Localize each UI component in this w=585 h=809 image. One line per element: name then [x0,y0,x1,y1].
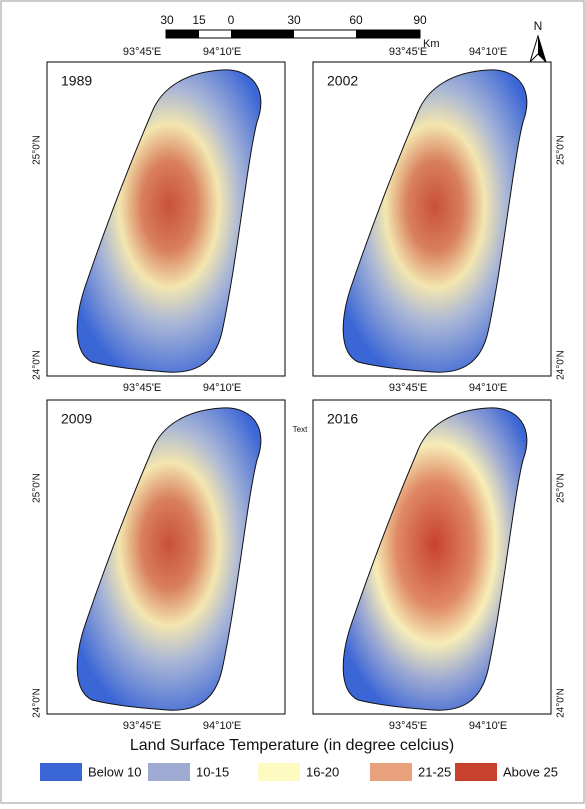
scale-label: 30 [160,13,174,27]
scale-label: 0 [228,13,235,27]
x-coord-label: 93°45'E [123,382,161,394]
legend-swatch [455,763,497,781]
panel-title: 2016 [327,411,358,427]
legend-label: 16-20 [306,764,339,779]
panel-title: 1989 [61,73,92,89]
y-coord-label: 25°0'N [32,473,43,503]
y-coord-label: 24°0'N [556,350,567,380]
lst-map [76,407,262,711]
lst-map [76,69,262,373]
legend-label: Above 25 [503,764,558,779]
x-coord-label: 94°10'E [203,382,241,394]
panel-title: 2002 [327,73,358,89]
y-coord-label: 25°0'N [32,135,43,165]
scale-label: 60 [349,13,363,27]
legend-label: Below 10 [88,764,141,779]
x-coord-label: 93°45'E [123,720,161,732]
scale-bar [165,29,421,39]
x-coord-label: 94°10'E [203,720,241,732]
map-panel: 2009 93°45'E 94°10'E 25°0'N 24°0'N [32,399,286,732]
scale-segment [231,30,294,38]
map-panel: 2016 93°45'E 94°10'E 25°0'N 24°0'N [312,399,567,732]
x-coord-label: 94°10'E [469,382,507,394]
legend-swatch [370,763,412,781]
scale-unit: Km [423,38,440,50]
y-coord-label: 24°0'N [32,350,43,380]
x-coord-label: 94°10'E [203,46,241,58]
scale-label: 30 [287,13,301,27]
map-panel: 2002 93°45'E 94°10'E 93°45'E 94°10'E 25°0'N 24… [312,46,567,394]
stray-text: Text [293,425,308,434]
x-coord-label: 94°10'E [469,720,507,732]
panel-title: 2009 [61,411,92,427]
scale-segment [356,30,420,38]
scale-label: 15 [192,13,206,27]
y-coord-label: 24°0'N [32,688,43,718]
legend-title: Land Surface Temperature (in degree celc… [130,737,454,754]
scale-segment [166,30,199,38]
north-arrow-half [538,36,546,62]
legend-label: 10-15 [196,764,229,779]
x-coord-label: 93°45'E [389,720,427,732]
x-coord-label: 93°45'E [389,382,427,394]
lst-map [342,69,528,373]
scale-label: 90 [413,13,427,27]
north-label: N [534,19,543,33]
y-coord-label: 25°0'N [556,135,567,165]
lst-map [342,407,528,711]
legend-swatch [40,763,82,781]
x-coord-label: 93°45'E [389,46,427,58]
legend-label: 21-25 [418,764,451,779]
y-coord-label: 24°0'N [556,688,567,718]
legend-swatch [148,763,190,781]
legend-swatch [258,763,300,781]
x-coord-label: 94°10'E [469,46,507,58]
y-coord-label: 25°0'N [556,473,567,503]
x-coord-label: 93°45'E [123,46,161,58]
map-panel: 1989 93°45'E 94°10'E 93°45'E 94°10'E 25°0'N 24… [32,46,286,394]
